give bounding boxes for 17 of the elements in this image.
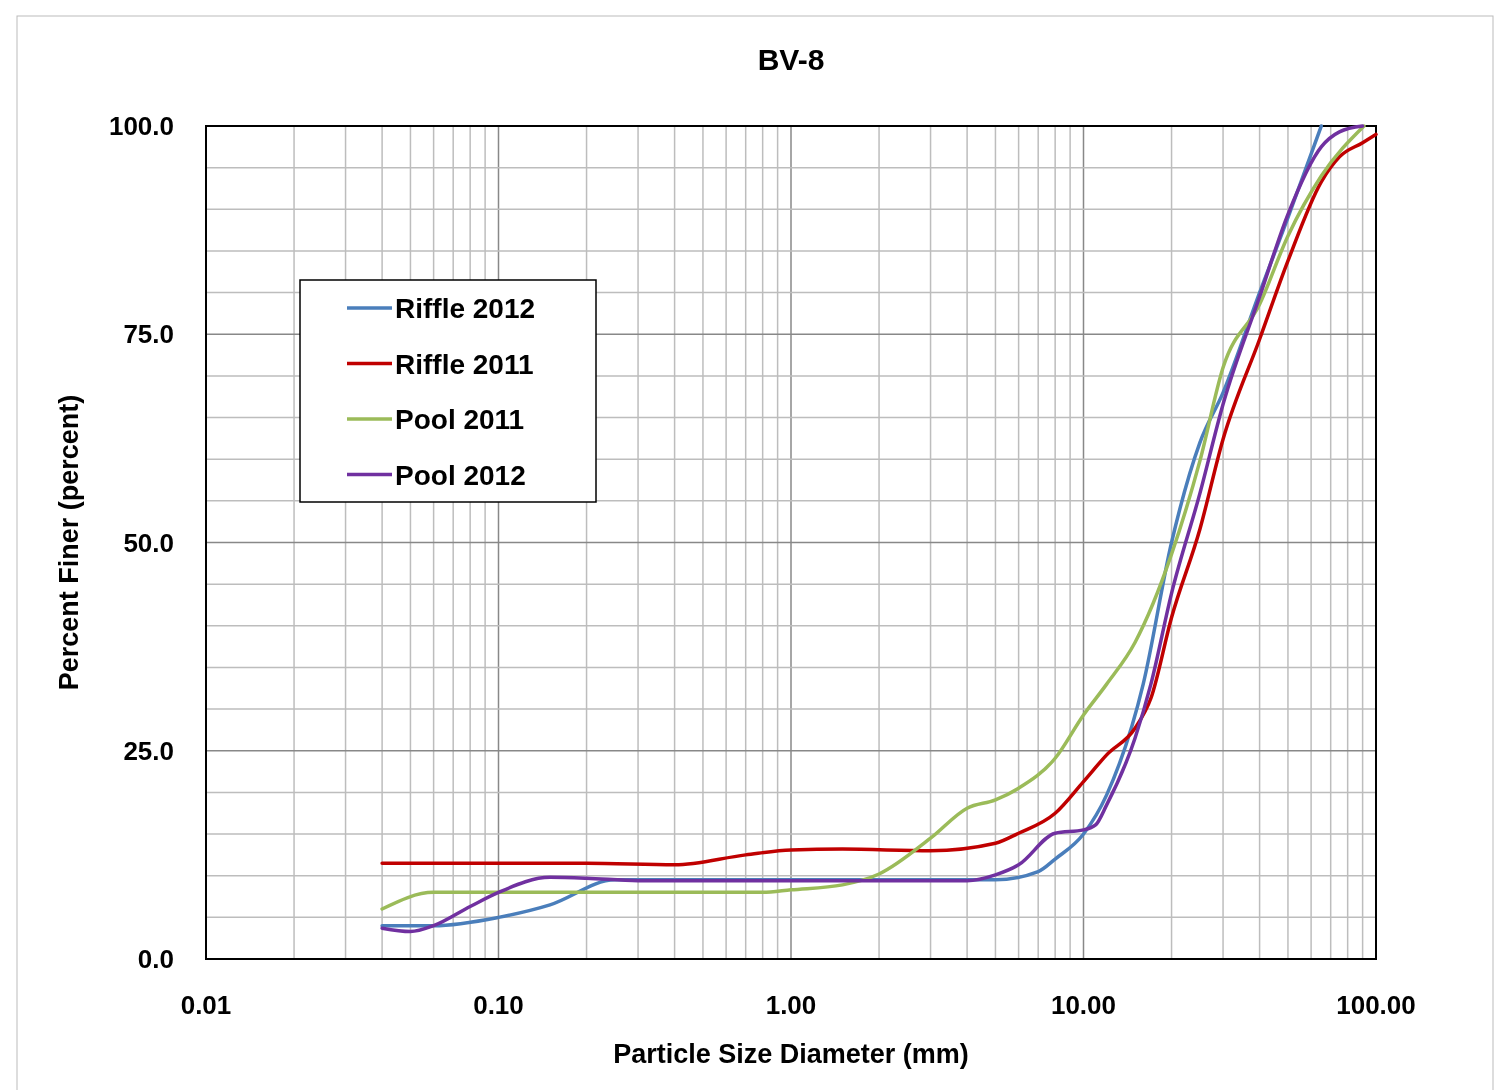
x-tick-label: 10.00 <box>1050 990 1117 1020</box>
y-tick-label: 100.0 <box>108 111 174 141</box>
y-tick-label: 25.0 <box>123 735 174 766</box>
x-tick-label: 1.00 <box>765 990 817 1020</box>
legend-label: Riffle 2012 <box>395 293 536 324</box>
x-tick-label: 0.10 <box>473 990 524 1020</box>
y-tick-label: 0.0 <box>137 944 174 974</box>
y-axis-title: Percent Finer (percent) <box>54 394 84 691</box>
x-axis-title: Particle Size Diameter (mm) <box>613 1039 969 1069</box>
legend-label: Pool 2011 <box>395 404 525 435</box>
y-tick-label: 50.0 <box>123 527 174 558</box>
chart-title: BV-8 <box>757 43 825 76</box>
x-tick-label: 0.01 <box>180 990 232 1020</box>
x-tick-label: 100.00 <box>1336 990 1416 1020</box>
legend-label: Pool 2012 <box>395 459 526 491</box>
y-tick-label: 75.0 <box>123 319 174 350</box>
legend-label: Riffle 2011 <box>395 348 534 380</box>
